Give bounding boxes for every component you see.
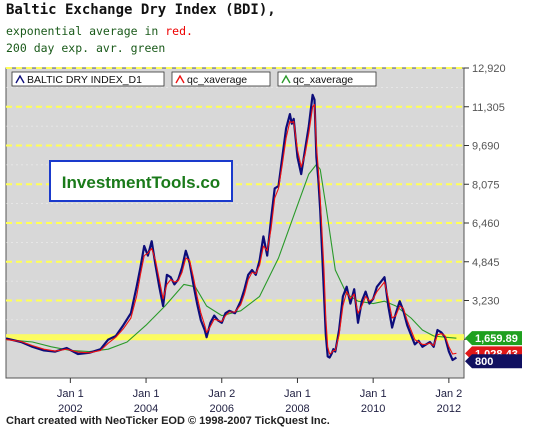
x-tick-label: 2010 xyxy=(361,403,385,415)
y-tick-label: 4,845 xyxy=(472,257,500,269)
x-tick-label: 2008 xyxy=(285,403,309,415)
highlight-band xyxy=(6,334,464,341)
series-line-2 xyxy=(5,163,457,353)
legend-swatch xyxy=(281,74,291,84)
watermark-box xyxy=(49,160,233,202)
x-tick-label: Jan 2 xyxy=(208,388,235,400)
legend-label: qc_xaverage xyxy=(293,74,353,86)
y-tick-label: 3,230 xyxy=(472,296,500,308)
x-tick-label: 2004 xyxy=(134,403,158,415)
legend-label: qc_xaverage xyxy=(187,74,247,86)
legend-swatch xyxy=(15,74,25,84)
legend-box xyxy=(277,71,377,87)
legend-box xyxy=(171,71,271,87)
legend-swatch xyxy=(175,74,185,84)
chart-heading: Baltic Exchange Dry Index (BDI), xyxy=(6,2,276,18)
chart-footer-credit: Chart created with NeoTicker EOD © 1998-… xyxy=(6,415,330,427)
value-tag-label: 1,659.89 xyxy=(475,333,518,345)
value-tag-label: 800 xyxy=(475,356,493,368)
value-tag xyxy=(465,331,522,346)
x-tick-label: 2002 xyxy=(58,403,82,415)
y-tick-label: 6,460 xyxy=(472,218,500,230)
x-tick-label: Jan 1 xyxy=(57,388,84,400)
x-tick-label: Jan 1 xyxy=(133,388,160,400)
watermark-text: InvestmentTools.co xyxy=(62,173,220,192)
subheading-text: exponential average in xyxy=(6,24,166,38)
y-tick-label: 11,305 xyxy=(472,102,505,114)
x-tick-label: 2006 xyxy=(210,403,234,415)
value-tag xyxy=(465,354,522,369)
chart-subheading-1: exponential average in red. xyxy=(6,24,193,38)
x-tick-label: Jan 1 xyxy=(284,388,311,400)
subheading-red-text: red. xyxy=(165,24,193,38)
plot-area xyxy=(5,67,465,379)
legend-box xyxy=(11,71,165,87)
series-line-1 xyxy=(5,103,457,355)
y-tick-label: 9,690 xyxy=(472,141,500,153)
x-tick-label: Jan 2 xyxy=(435,388,462,400)
y-tick-label: 8,075 xyxy=(472,179,500,191)
legend-label: BALTIC DRY INDEX_D1 xyxy=(27,74,142,86)
y-tick-label: 12,920 xyxy=(472,63,506,75)
series-line-0 xyxy=(5,93,457,362)
chart-subheading-2: 200 day exp. avr. green xyxy=(6,41,166,55)
x-tick-label: 2012 xyxy=(437,403,461,415)
x-tick-label: Jan 1 xyxy=(360,388,387,400)
